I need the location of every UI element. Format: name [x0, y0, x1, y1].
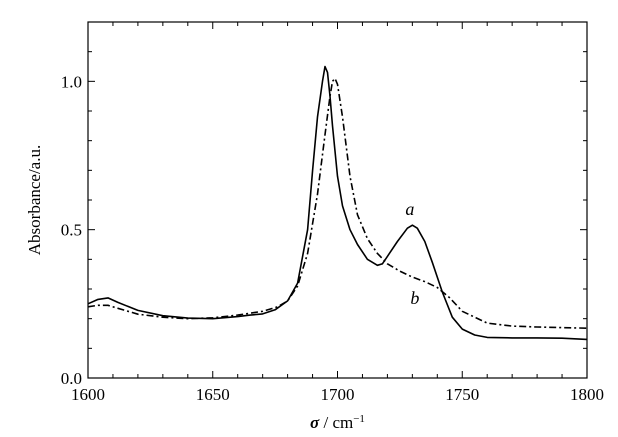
axis-ticks — [87, 21, 588, 379]
y-tick-label: 0.5 — [61, 221, 82, 240]
plot-frame — [87, 21, 588, 379]
x-tick-label: 1650 — [196, 385, 230, 404]
x-tick-label: 1600 — [71, 385, 105, 404]
x-axis-label: σ / cm−1 — [310, 413, 365, 432]
y-axis-label: Absorbance/a.u. — [25, 145, 44, 255]
series-annotations: ab — [405, 199, 419, 308]
x-tick-label: 1700 — [321, 385, 355, 404]
x-axis-symbol: σ — [310, 413, 320, 432]
x-axis-unit-exponent: −1 — [353, 413, 365, 425]
axis-tick-labels: 1600 1650 1700 1750 1800 0.0 0.5 1.0 — [61, 72, 604, 404]
series-a-line — [87, 65, 588, 341]
series-a-annotation: a — [405, 199, 414, 219]
series-b-line — [87, 77, 588, 329]
x-tick-label: 1750 — [445, 385, 479, 404]
series-b-annotation: b — [410, 288, 419, 308]
y-tick-label: 0.0 — [61, 369, 82, 388]
x-tick-label: 1800 — [570, 385, 604, 404]
x-axis-unit: / cm — [319, 413, 353, 432]
series-lines — [87, 65, 588, 341]
y-tick-label: 1.0 — [61, 72, 82, 91]
